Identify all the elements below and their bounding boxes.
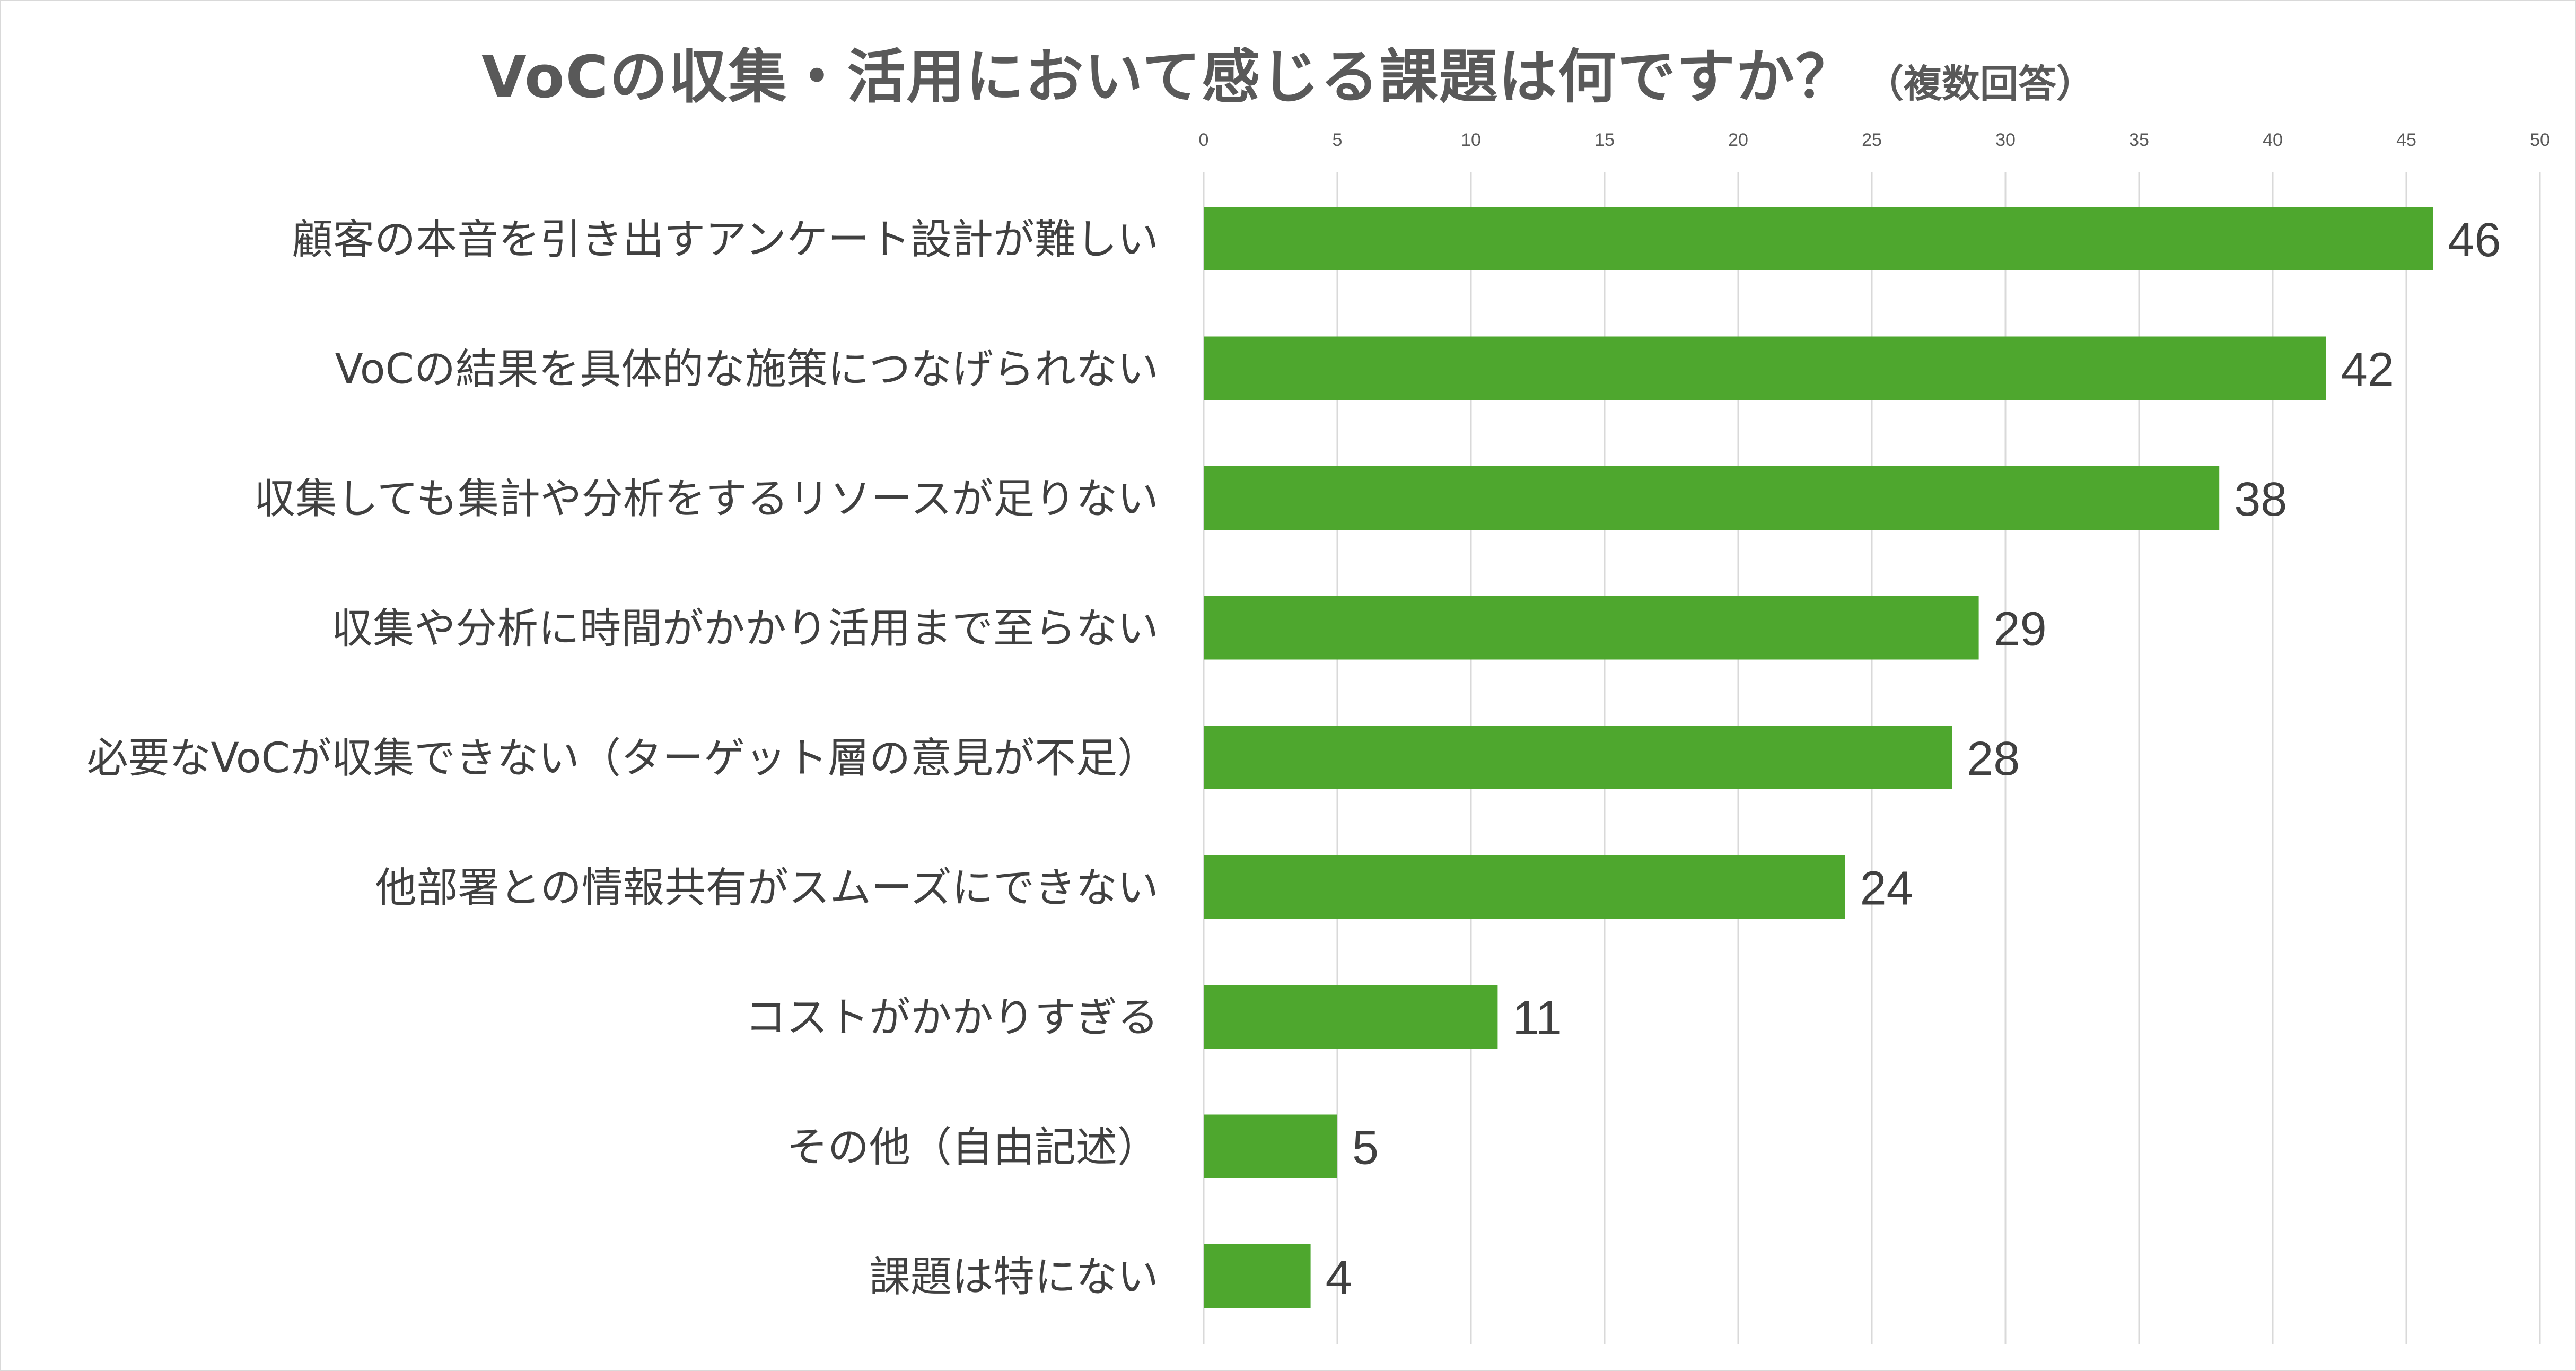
x-tick-label: 0: [1199, 130, 1209, 150]
bars: [1204, 207, 2433, 1308]
category-label: 課題は特にない: [869, 1253, 1159, 1301]
data-label: 46: [2448, 214, 2501, 267]
x-tick-label: 45: [2396, 130, 2416, 150]
x-tick-label: 5: [1333, 130, 1343, 150]
bar: [1204, 985, 1498, 1049]
x-tick-label: 10: [1461, 130, 1481, 150]
category-label: 顧客の本音を引き出すアンケート設計が難しい: [292, 216, 1159, 264]
x-tick-label: 20: [1728, 130, 1748, 150]
chart-subtitle: （複数回答）: [1865, 62, 2095, 106]
bar: [1204, 726, 1952, 789]
x-tick-label: 40: [2263, 130, 2283, 150]
category-label: 他部署との情報共有がスムーズにできない: [375, 864, 1159, 912]
chart-title: VoCの収集・活用において感じる課題は何ですか？ （複数回答）: [0, 29, 2576, 114]
data-label: 28: [1967, 732, 2020, 785]
x-tick-label: 15: [1594, 130, 1615, 150]
data-label: 11: [1512, 992, 1562, 1045]
bar: [1204, 207, 2433, 270]
data-label: 42: [2341, 344, 2394, 397]
category-label: 収集しても集計や分析をするリソースが足りない: [254, 475, 1159, 523]
data-label: 38: [2234, 473, 2287, 526]
category-label: VoCの結果を具体的な施策につなげられない: [335, 346, 1159, 394]
category-label: 必要なVoCが収集できない（ターゲット層の意見が不足）: [87, 735, 1159, 782]
bar: [1204, 596, 1979, 660]
category-label: コストがかかりすぎる: [745, 994, 1159, 1042]
category-label: その他（自由記述）: [786, 1124, 1159, 1172]
data-label: 29: [1994, 603, 2047, 656]
bar: [1204, 1114, 1337, 1178]
x-tick-label: 35: [2129, 130, 2149, 150]
bar: [1204, 855, 1845, 919]
x-axis-ticks: 0 5 10 15 20 25 30 35 40 45 50: [1199, 130, 2550, 150]
x-tick-label: 25: [1862, 130, 1882, 150]
value-labels: 46 42 38 29 28 24 11 5 4: [1326, 214, 2501, 1304]
chart-title-main: VoCの収集・活用において感じる課題は何ですか？: [481, 43, 1855, 111]
data-label: 5: [1352, 1122, 1379, 1175]
bar: [1204, 1244, 1311, 1308]
data-label: 4: [1326, 1251, 1352, 1304]
x-tick-label: 30: [1995, 130, 2016, 150]
bar: [1204, 336, 2326, 400]
data-label: 24: [1860, 862, 1913, 915]
category-label: 収集や分析に時間がかかり活用まで至らない: [331, 605, 1159, 653]
x-tick-label: 50: [2530, 130, 2550, 150]
category-labels: 顧客の本音を引き出すアンケート設計が難しい VoCの結果を具体的な施策につなげられ…: [87, 216, 1159, 1301]
bar: [1204, 466, 2220, 530]
